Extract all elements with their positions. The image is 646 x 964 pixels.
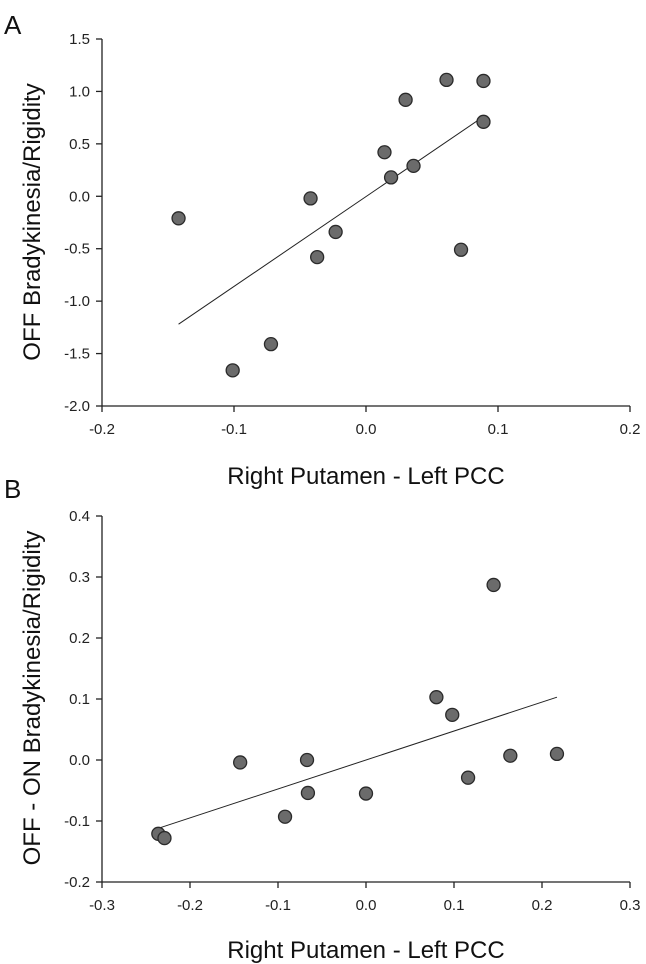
panel-a-x-tick-label: 0.2 [620, 421, 641, 438]
chart-panel-a: A OFF Bradykinesia/Rigidity Right Putame… [4, 10, 640, 490]
panel-a-data-point [476, 73, 491, 89]
panel-b-x-tick-label: -0.2 [177, 897, 203, 914]
panel-b-data-point [503, 748, 518, 763]
panel-a-y-tick-label: -2.0 [64, 398, 90, 415]
panel-a-data-point [377, 145, 392, 160]
panel-a-letter: A [4, 10, 22, 40]
panel-b-data-point [429, 690, 444, 705]
panel-b-y-tick-label: 0.1 [69, 691, 90, 708]
panel-b-letter: B [4, 474, 21, 504]
panel-b-data-point [358, 786, 374, 801]
panel-a-y-tick-label: -0.5 [64, 241, 90, 258]
panel-a-data-point [310, 249, 325, 265]
panel-b-data-point [549, 746, 565, 762]
panel-a-data-point [453, 242, 469, 257]
panel-a-data-point [406, 158, 421, 174]
panel-a-y-tick-label: 1.0 [69, 83, 90, 100]
panel-a-x-tick-label: -0.1 [221, 421, 247, 438]
panel-b-x-axis-title: Right Putamen - Left PCC [227, 937, 504, 964]
panel-b-regression-line [158, 696, 558, 829]
panel-b-x-tick-label: 0.3 [620, 897, 641, 914]
panel-a-data-point [225, 363, 240, 378]
panel-b-y-tick-label: 0.0 [69, 752, 90, 769]
panel-a-data-point [328, 224, 343, 240]
panel-b-data-point [233, 755, 248, 770]
panel-b-plot-area: 0.4 0.3 0.2 0.1 0.0 -0.1 -0.2 -0.3 -0.2 -0.1 0.0 0.… [64, 508, 640, 914]
panel-a-y-tick-label: -1.0 [64, 293, 90, 310]
panel-a-y-axis-title: OFF Bradykinesia/Rigidity [19, 83, 46, 360]
panel-a-y-tick-label: -1.5 [64, 346, 90, 363]
panel-b-data-point [299, 752, 315, 768]
panel-a-regression-line [178, 116, 484, 325]
panel-b-x-tick-label: 0.1 [444, 897, 465, 914]
panel-b-data-point [486, 577, 501, 593]
panel-b-y-tick-label: -0.2 [64, 874, 90, 891]
panel-a-x-tick-label: -0.2 [89, 421, 115, 438]
chart-panel-b: B OFF - ON Bradykinesia/Rigidity Right P… [4, 474, 640, 964]
panel-a-data-point [303, 191, 318, 206]
panel-b-y-axis-title: OFF - ON Bradykinesia/Rigidity [19, 531, 46, 866]
panel-a-y-tick-label: 1.5 [69, 31, 90, 48]
panel-a-y-tick-label: 0.5 [69, 136, 90, 153]
panel-a-y-tick-label: 0.0 [69, 188, 90, 205]
panel-b-x-tick-label: -0.3 [89, 897, 115, 914]
panel-b-data-point [445, 707, 460, 723]
panel-a-x-axis-title: Right Putamen - Left PCC [227, 463, 504, 490]
panel-a-data-point [383, 170, 399, 185]
panel-a-data-point [171, 211, 186, 226]
panel-b-x-tick-label: -0.1 [265, 897, 291, 914]
panel-b-data-point [277, 809, 293, 824]
panel-a-data-point [439, 72, 454, 88]
panel-a-x-tick-label: 0.0 [356, 421, 377, 438]
panel-b-y-tick-label: 0.3 [69, 569, 90, 586]
panel-a-plot-area: 1.5 1.0 0.5 0.0 -0.5 -1.0 -1.5 -2.0 -0.2 -0.1 0.0 0… [64, 31, 640, 438]
panel-b-y-tick-label: 0.2 [69, 630, 90, 647]
panel-a-x-tick-label: 0.1 [488, 421, 509, 438]
panel-a-data-point [263, 336, 279, 352]
panel-b-x-tick-label: 0.2 [532, 897, 553, 914]
panel-b-x-tick-label: 0.0 [356, 897, 377, 914]
panel-b-data-point [460, 770, 476, 785]
panel-b-y-tick-label: -0.1 [64, 813, 90, 830]
panel-a-data-point [398, 92, 413, 107]
panel-a-data-point [476, 114, 491, 129]
panel-b-y-tick-label: 0.4 [69, 508, 90, 525]
panel-b-data-point [157, 830, 172, 846]
panel-b-data-point [300, 785, 316, 801]
